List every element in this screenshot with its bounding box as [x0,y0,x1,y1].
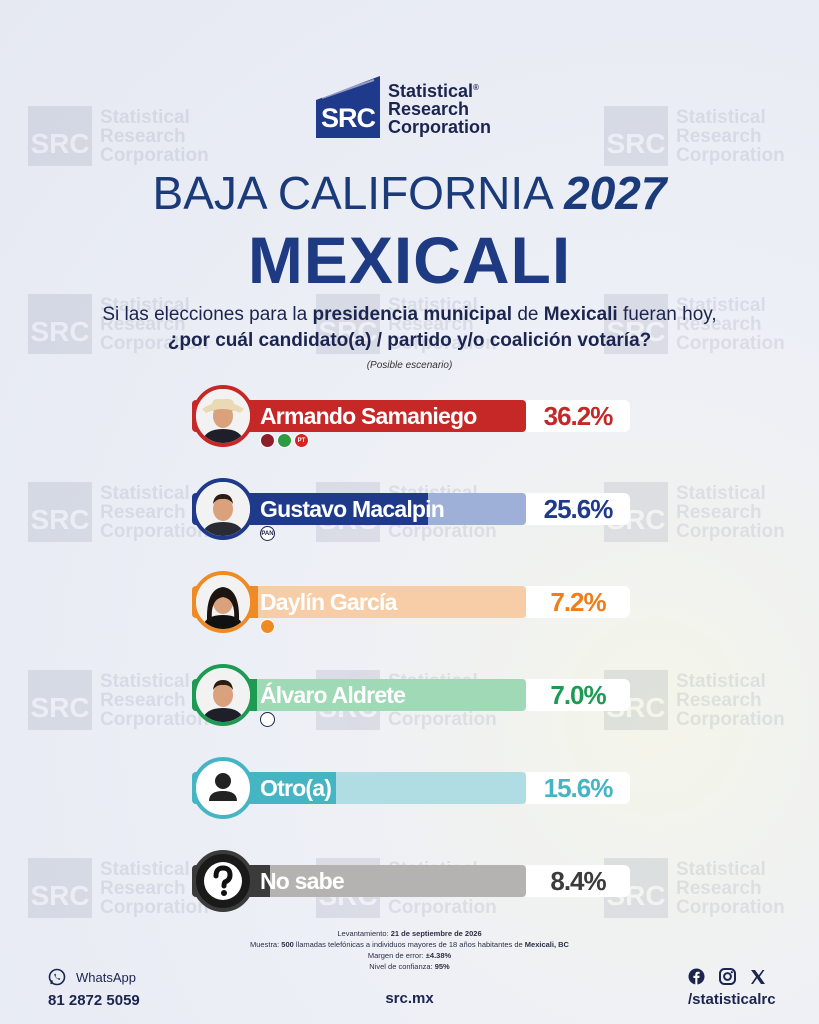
whatsapp-contact[interactable]: WhatsApp 81 2872 5059 [48,968,140,1009]
social-links: /statisticalrc [688,968,776,1008]
logo-abbr: SRC [320,103,376,133]
value-label: 36.2% [526,400,630,432]
bar-row: No sabe 8.4% [192,850,632,912]
question-icon [192,850,254,912]
pan-party-logo: PAN [260,526,275,541]
candidate-photo [192,385,254,447]
bar-label: Armando Samaniego [260,403,477,429]
bar-label: No sabe [260,868,345,894]
value-label: 7.2% [526,586,630,618]
phone-number[interactable]: 81 2872 5059 [48,992,140,1009]
value-label: 7.0% [526,679,630,711]
website-link[interactable]: src.mx [385,990,434,1007]
candidate-photo [192,571,254,633]
facebook-icon[interactable] [688,968,705,985]
bar-row: Armando Samaniego 36.2% PT [192,385,632,448]
logo-wordmark: Statistical® Research Corporation [388,80,491,137]
bar-row: Álvaro Aldrete 7.0% [192,664,632,727]
state-title: BAJA CALIFORNIA 2027 [0,166,819,220]
state-name: BAJA CALIFORNIA [152,167,552,219]
x-icon[interactable] [750,969,766,985]
pri-party-logo [260,712,275,727]
bar-label: Álvaro Aldrete [260,682,406,708]
bar-row: Gustavo Macalpin 25.6% PAN [192,478,632,541]
whatsapp-icon [48,968,66,986]
brand-logo: SRC Statistical® Research Corporation [316,76,491,138]
scenario-note: (Posible escenario) [366,360,453,371]
party-logos: PAN [260,526,275,541]
candidate-photo [192,664,254,726]
value-label: 15.6% [526,772,630,804]
party-logos: PT [260,433,309,448]
bar-label: Otro(a) [260,775,332,801]
party-logos [260,712,275,727]
candidate-photo [192,478,254,540]
mc-party-logo [260,619,275,634]
logo-mark: SRC [316,76,380,138]
bar-label: Daylín García [260,589,397,615]
instagram-icon[interactable] [719,968,736,985]
pvem-party-logo [277,433,292,448]
city-title: MEXICALI [247,223,572,297]
value-label: 25.6% [526,493,630,525]
morena-party-logo [260,433,275,448]
pt-party-logo: PT [294,433,309,448]
bar-label: Gustavo Macalpin [260,496,445,522]
party-logos [260,619,275,634]
bar-row: Otro(a) 15.6% [192,757,632,819]
bar-row: Daylín García 7.2% [192,571,632,634]
whatsapp-label: WhatsApp [76,969,136,985]
election-year: 2027 [564,167,667,219]
survey-question: Si las elecciones para la presidencia mu… [102,304,717,351]
person-icon [192,757,254,819]
value-label: 8.4% [526,865,630,897]
methodology-note: Levantamiento: 21 de septiembre de 2026 … [250,929,569,971]
social-handle[interactable]: /statisticalrc [688,991,776,1008]
